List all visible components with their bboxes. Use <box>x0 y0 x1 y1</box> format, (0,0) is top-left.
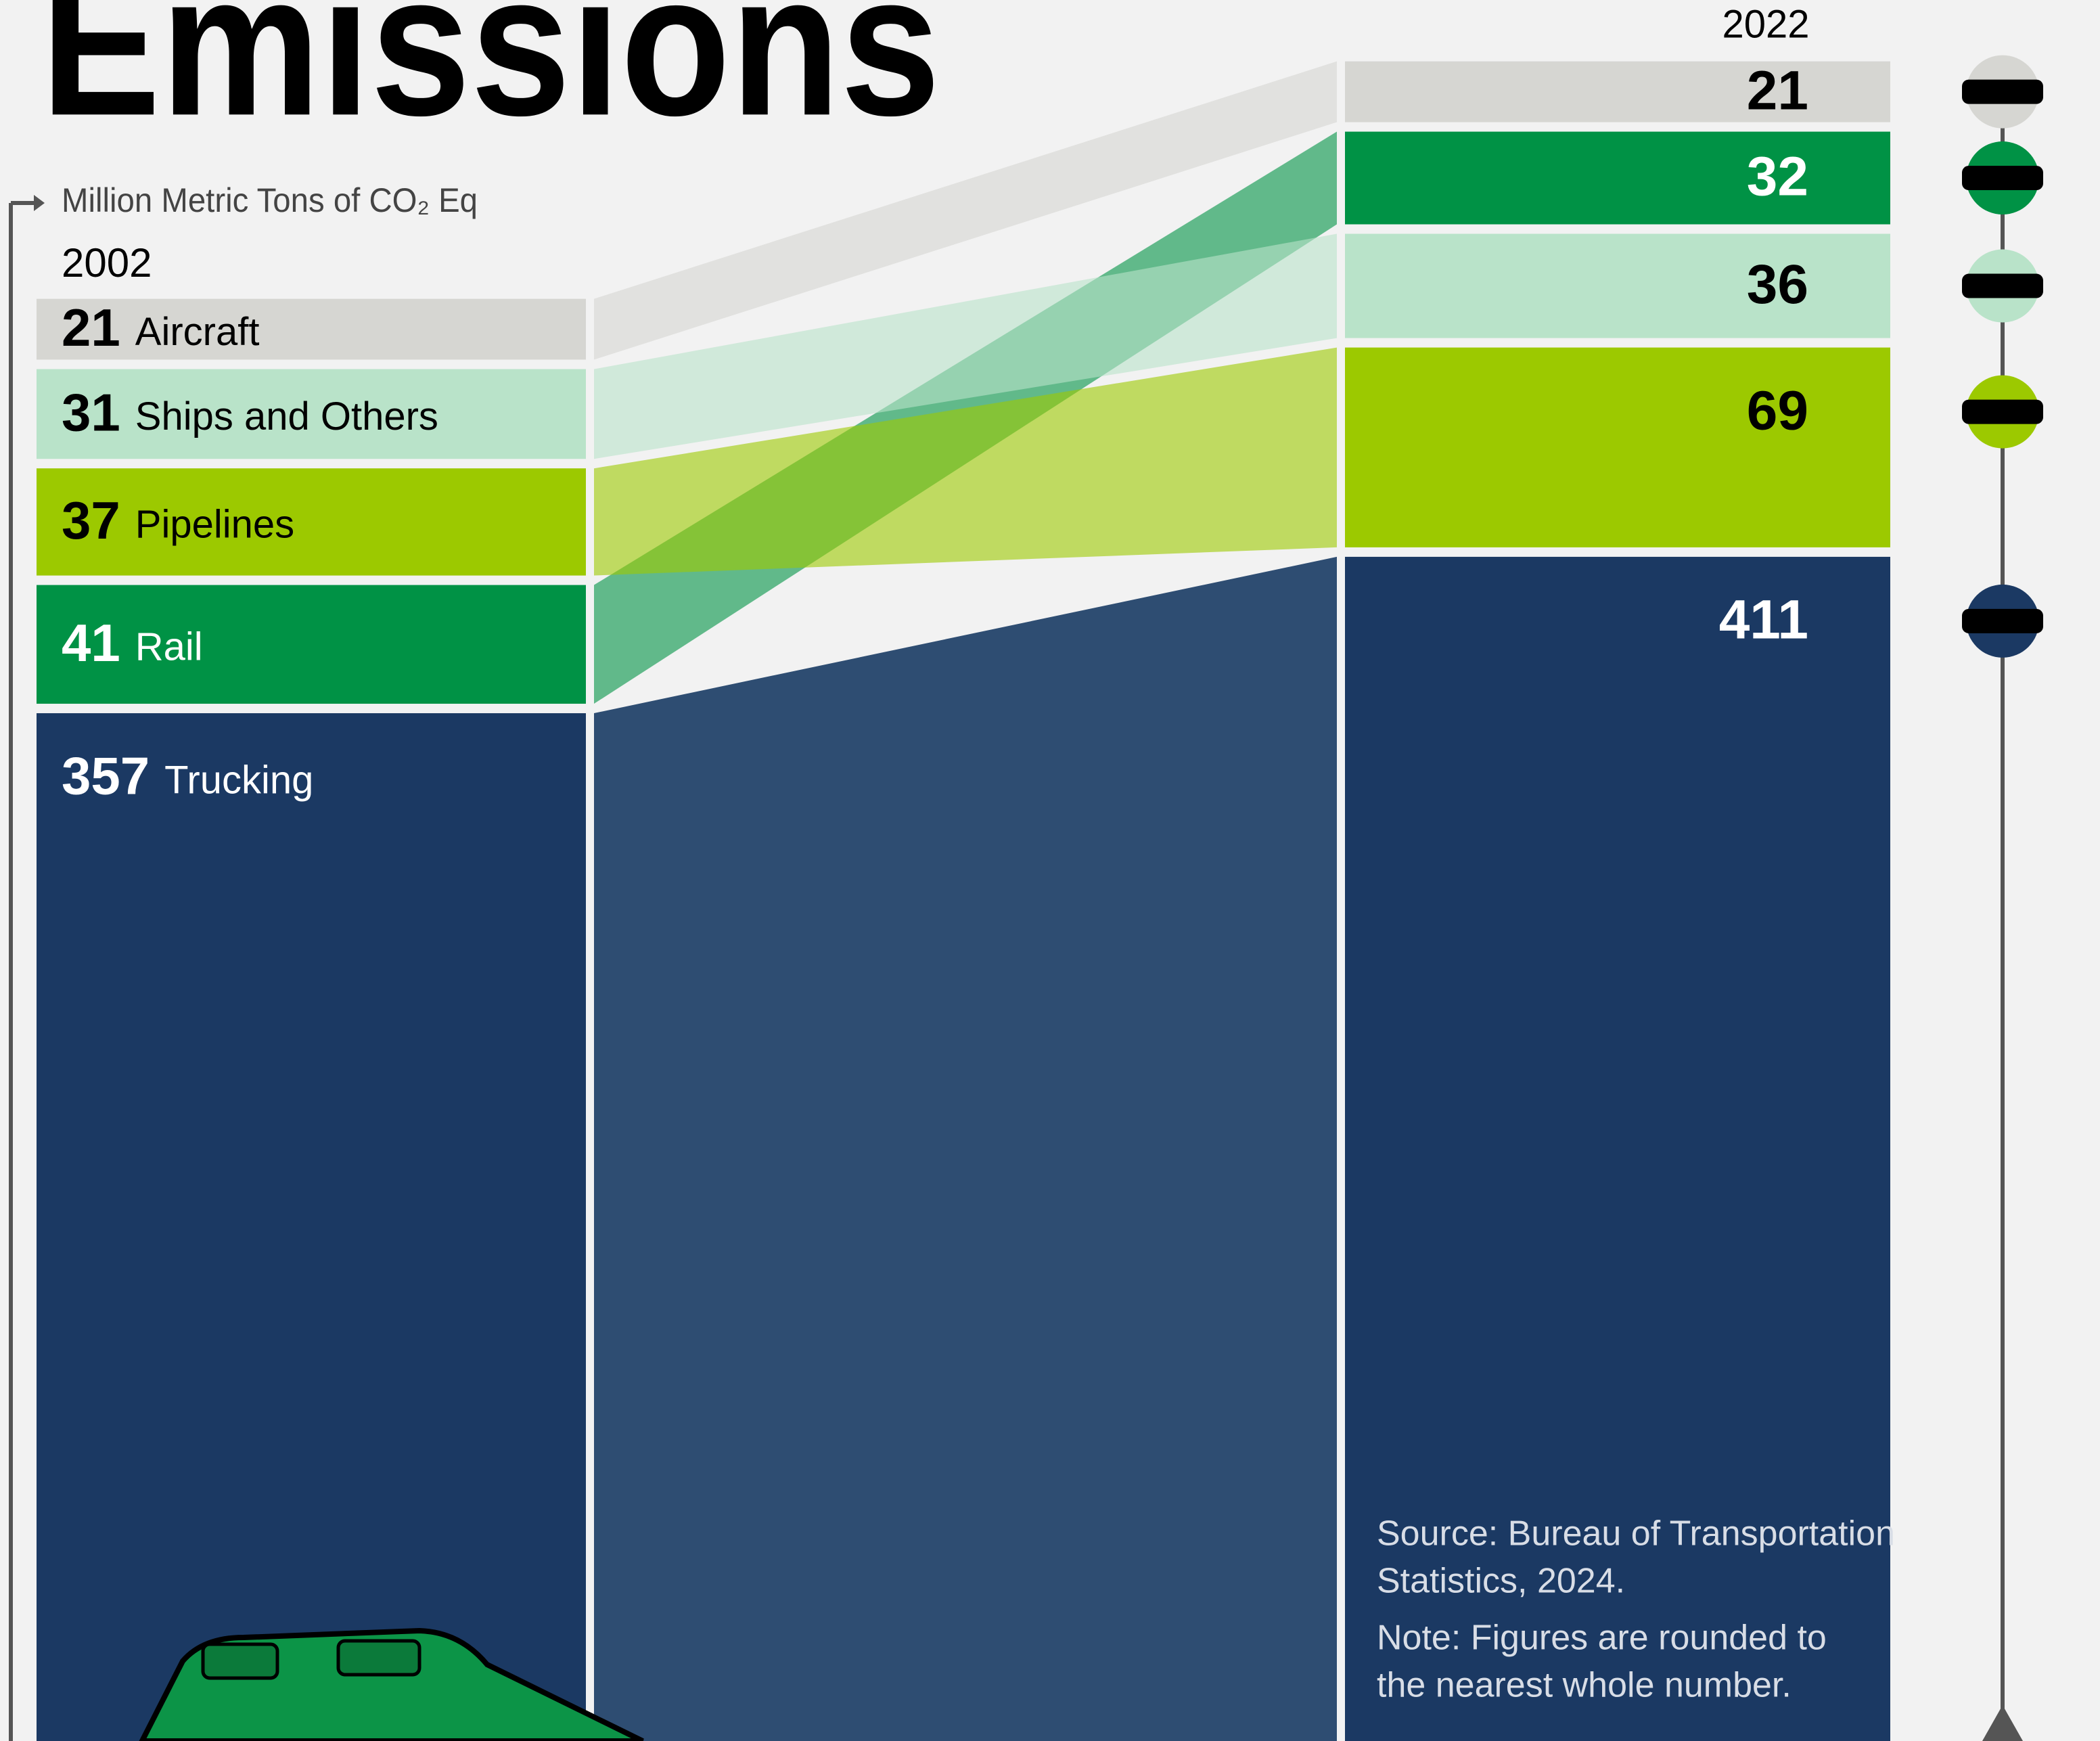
icon <box>1962 274 2043 298</box>
value-label: 32 <box>1747 146 1808 208</box>
value-label: 37 <box>62 491 120 550</box>
value-label: 21 <box>62 298 120 357</box>
value-label: 31 <box>62 382 120 442</box>
value-label: 21 <box>1747 60 1808 121</box>
icon <box>1962 166 2043 190</box>
chart-title: Emissions <box>41 0 940 158</box>
bar <box>37 713 586 1741</box>
category-label: Aircraft <box>135 310 260 354</box>
source-text: Statistics, 2024. <box>1377 1562 1625 1601</box>
bar <box>1345 132 1890 225</box>
icon <box>1962 400 2043 424</box>
note-text: the nearest whole number. <box>1377 1666 1791 1705</box>
value-label: 357 <box>62 746 150 806</box>
source-text: Source: Bureau of Transportation <box>1377 1514 1895 1554</box>
note-text: Note: Figures are rounded to <box>1377 1619 1827 1658</box>
bar <box>1345 62 1890 122</box>
category-label: Rail <box>135 625 203 669</box>
category-label: Ships and Others <box>135 394 438 438</box>
value-label: 36 <box>1747 254 1808 315</box>
unit-label: Million Metric Tons of CO₂ Eq <box>62 181 478 219</box>
column-label: 2002 <box>62 240 152 286</box>
bar <box>1345 234 1890 338</box>
value-label: 41 <box>62 613 120 673</box>
bar <box>1345 348 1890 547</box>
icon <box>1962 80 2043 104</box>
value-label: 411 <box>1719 589 1808 651</box>
category-label: Trucking <box>164 758 313 802</box>
value-label: 69 <box>1747 380 1808 441</box>
flow <box>594 557 1337 1741</box>
flows <box>594 62 1337 1741</box>
icon <box>1962 609 2043 633</box>
column-label: 2022 <box>1722 2 1809 46</box>
chart: Emissions Million Metric Tons of CO₂ Eq … <box>0 0 2100 1741</box>
category-label: Pipelines <box>135 503 294 547</box>
